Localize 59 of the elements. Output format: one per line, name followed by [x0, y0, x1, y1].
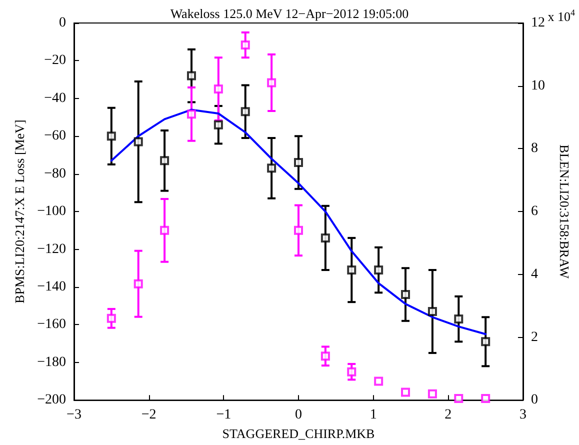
x-tick-label: −2: [141, 408, 156, 423]
y2-tick-label: 12: [531, 16, 545, 30]
point: [374, 266, 384, 274]
x-tick-label: 1: [370, 408, 377, 423]
y-tick-label: −40: [44, 90, 66, 106]
point: [347, 367, 356, 376]
point: [454, 314, 464, 324]
point: [134, 137, 143, 146]
point: [347, 266, 356, 274]
x-tick-label: 2: [444, 408, 452, 423]
y-tick-label: −200: [37, 392, 66, 408]
y2-tick-label: 6: [531, 204, 538, 220]
point: [320, 233, 330, 242]
y-tick-label: −180: [37, 354, 66, 370]
point: [267, 164, 276, 173]
y2-tick-label: 10: [531, 78, 545, 94]
point: [106, 132, 116, 141]
y-tick-label: 0: [59, 16, 66, 30]
y2-tick-label: 0: [531, 392, 538, 408]
point: [294, 158, 303, 168]
y2-tick-label: 2: [531, 330, 538, 345]
point: [160, 156, 170, 166]
point: [106, 314, 116, 323]
x-tick-label: −1: [216, 408, 232, 423]
point: [454, 394, 464, 404]
x-tick-label: −3: [66, 408, 82, 423]
point: [214, 84, 223, 94]
y-tick-label: −160: [37, 317, 66, 332]
point: [160, 226, 170, 235]
y-tick-label: −60: [44, 128, 66, 144]
y2-tick-label: 4: [531, 266, 538, 282]
y-tick-label: −80: [44, 166, 66, 182]
point: [481, 394, 490, 404]
y2-tick-label: 8: [531, 141, 538, 156]
x-tick-label: 3: [520, 408, 526, 423]
point: [428, 389, 437, 398]
point: [481, 337, 490, 346]
point: [240, 40, 250, 50]
point: [401, 388, 410, 397]
y-tick-label: −20: [44, 53, 66, 68]
y-tick-label: −140: [37, 279, 66, 294]
line-series: [110, 108, 487, 336]
point: [401, 290, 410, 300]
x-axis-title: STAGGERED_CHIRP.MKB: [222, 426, 376, 441]
point: [186, 110, 196, 119]
chart-title: Wakeloss 125.0 MeV 12−Apr−2012 19:05:00: [170, 6, 409, 21]
point: [374, 376, 384, 386]
point: [320, 352, 330, 361]
point: [134, 279, 143, 288]
x-tick-label: 0: [295, 408, 302, 423]
y2-axis-title: BLEN:LI20:3158:BRAW: [557, 144, 572, 280]
y-axis-title: BPMS:LI20:2147:X E Loss [MeV]: [12, 120, 28, 304]
y-tick-label: −120: [37, 242, 66, 257]
point: [294, 226, 303, 235]
point: [186, 71, 196, 80]
point: [267, 78, 276, 88]
point: [428, 306, 437, 316]
y-tick-label: −100: [37, 204, 66, 220]
point: [240, 107, 250, 116]
